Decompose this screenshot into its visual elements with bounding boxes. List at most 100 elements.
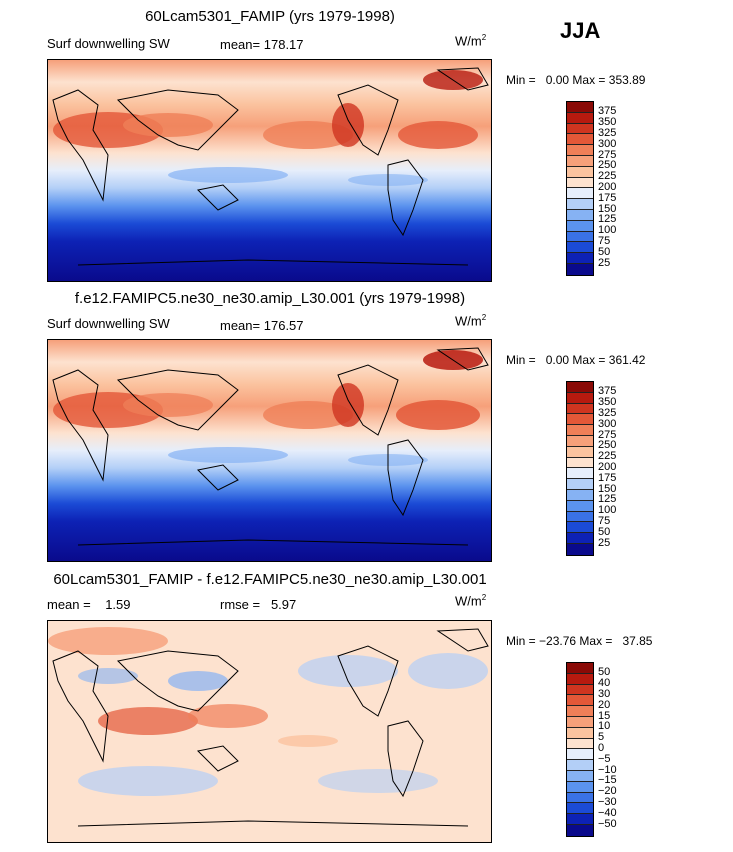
panel1-colorbar-swatch bbox=[567, 155, 593, 167]
panel2-units: W/m2 bbox=[455, 313, 486, 328]
panel2-colorbar bbox=[566, 381, 594, 556]
panel3-colorbar-tick-label: −5 bbox=[598, 752, 611, 765]
panel2-colorbar-tick-label: 75 bbox=[598, 514, 611, 527]
panel3-colorbar-tick-label: −20 bbox=[598, 785, 617, 798]
panel1-colorbar-swatch bbox=[567, 231, 593, 243]
panel1-colorbar-swatch bbox=[567, 134, 593, 146]
panel3-coastlines bbox=[52, 628, 489, 827]
panel1-colorbar-swatch bbox=[567, 263, 593, 275]
panel2-colorbar-swatch bbox=[567, 522, 593, 534]
panel2-colorbar-tick-label: 350 bbox=[598, 396, 617, 409]
panel3-colorbar-swatch bbox=[567, 792, 593, 804]
panel2-colorbar-swatch bbox=[567, 511, 593, 523]
panel3-min-key: Min = bbox=[506, 634, 536, 648]
panel1-colorbar-tick-label: 150 bbox=[598, 202, 617, 215]
panel1-colorbar-swatch bbox=[567, 220, 593, 232]
panel2-colorbar-tick-label: 100 bbox=[598, 504, 617, 517]
panel1-colorbar-swatch bbox=[567, 242, 593, 254]
panel2-colorbar-swatch bbox=[567, 533, 593, 544]
panel3-colorbar-tick-label: 50 bbox=[598, 666, 611, 679]
season-label: JJA bbox=[560, 18, 601, 43]
panel1-colorbar-tick-label: 325 bbox=[598, 126, 617, 139]
panel3-rmse-key: rmse = bbox=[220, 597, 261, 612]
panel2-colorbar-tick-label: 200 bbox=[598, 460, 617, 473]
panel2-min-value: 0.00 bbox=[545, 353, 570, 367]
panel2-mean-label: mean= 176.57 bbox=[220, 318, 304, 333]
panel2-colorbar-tick-label: 25 bbox=[598, 536, 611, 549]
panel1-colorbar-swatch bbox=[567, 177, 593, 189]
panel2-min-key: Min = bbox=[506, 353, 536, 367]
panel3-colorbar-swatch bbox=[567, 738, 593, 750]
panel3-units-sup: 2 bbox=[481, 593, 487, 602]
panel1-colorbar-tick-label: 375 bbox=[598, 105, 617, 118]
panel1-colorbar-swatch bbox=[567, 188, 593, 200]
panel3-colorbar-tick-label: −50 bbox=[598, 817, 617, 830]
panel2-colorbar-swatch bbox=[567, 479, 593, 490]
panel3-colorbar-swatch bbox=[567, 803, 593, 815]
panel1-colorbar-tick-label: 300 bbox=[598, 137, 617, 150]
panel1-colorbar-tick-label: 175 bbox=[598, 191, 617, 204]
panel3-colorbar-swatch bbox=[567, 727, 593, 739]
panel2-minmax: Min = 0.00 Max = 361.42 bbox=[506, 353, 645, 367]
panel1-colorbar-tick-label: 275 bbox=[598, 148, 617, 161]
panel3-max-key: Max = bbox=[579, 634, 613, 648]
panel2-units-sup: 2 bbox=[481, 313, 487, 322]
panel1-colorbar-tick-label: 200 bbox=[598, 180, 617, 193]
panel3-units-text: W/m bbox=[455, 593, 482, 609]
panel3-colorbar-tick-label: −40 bbox=[598, 806, 617, 819]
panel1-map bbox=[47, 59, 492, 282]
panel3-colorbar-swatch bbox=[567, 673, 593, 685]
panel2-units-text: W/m bbox=[455, 313, 482, 329]
panel2-colorbar-tick-label: 325 bbox=[598, 406, 617, 419]
panel1-max-key: Max = bbox=[572, 73, 606, 87]
panel3-colorbar-swatch bbox=[567, 824, 593, 836]
panel1-colorbar-swatch bbox=[567, 123, 593, 135]
panel3-colorbar-swatch bbox=[567, 814, 593, 825]
panel1-title: 60Lcam5301_FAMIP (yrs 1979-1998) bbox=[145, 8, 395, 25]
panel3-colorbar-tick-label: −15 bbox=[598, 774, 617, 787]
panel2-variable-label: Surf downwelling SW bbox=[47, 316, 170, 331]
panel2-mean-value: 176.57 bbox=[263, 318, 304, 333]
panel3-colorbar-swatch bbox=[567, 781, 593, 793]
panel2-colorbar-tick-label: 275 bbox=[598, 428, 617, 441]
panel2-title: f.e12.FAMIPC5.ne30_ne30.amip_L30.001 (yr… bbox=[74, 290, 466, 307]
panel3-colorbar-tick-label: 30 bbox=[598, 687, 611, 700]
panel3-colorbar-swatch bbox=[567, 663, 593, 674]
panel1-max-value: 353.89 bbox=[608, 73, 646, 87]
panel3-title: 60Lcam5301_FAMIP - f.e12.FAMIPC5.ne30_ne… bbox=[53, 571, 487, 588]
panel1-colorbar-tick-label: 250 bbox=[598, 159, 617, 172]
panel1-units: W/m2 bbox=[455, 33, 486, 48]
panel2-colorbar-tick-label: 175 bbox=[598, 471, 617, 484]
panel2-colorbar-tick-label: 150 bbox=[598, 482, 617, 495]
panel1-colorbar-swatch bbox=[567, 166, 593, 178]
panel3-mean-key: mean = bbox=[47, 597, 91, 612]
panel3-colorbar-tick-label: 15 bbox=[598, 709, 611, 722]
panel2-colorbar-swatch bbox=[567, 435, 593, 447]
panel2-colorbar-swatch bbox=[567, 468, 593, 480]
panel1-colorbar-tick-label: 100 bbox=[598, 224, 617, 237]
panel2-coastlines bbox=[52, 347, 489, 546]
panel3-mean-label: mean = 1.59 bbox=[47, 597, 131, 612]
panel1-colorbar-tick-label: 225 bbox=[598, 170, 617, 183]
panel2-colorbar-swatch bbox=[567, 403, 593, 415]
panel3-map bbox=[47, 620, 492, 843]
panel1-colorbar-tick-label: 25 bbox=[598, 256, 611, 269]
panel2-colorbar-swatch bbox=[567, 543, 593, 555]
panel3-colorbar-swatch bbox=[567, 716, 593, 728]
panel2-max-key: Max = bbox=[572, 353, 606, 367]
panel3-rmse-label: rmse = 5.97 bbox=[220, 597, 296, 612]
panel3-colorbar-swatch bbox=[567, 706, 593, 717]
panel1-colorbar bbox=[566, 101, 594, 276]
panel3-colorbar-tick-label: 10 bbox=[598, 720, 611, 733]
panel2-colorbar-swatch bbox=[567, 457, 593, 469]
panel2-map bbox=[47, 339, 492, 562]
panel1-colorbar-swatch bbox=[567, 145, 593, 156]
panel3-colorbar-tick-label: 40 bbox=[598, 677, 611, 690]
panel2-colorbar-tick-label: 250 bbox=[598, 439, 617, 452]
panel1-colorbar-swatch bbox=[567, 102, 593, 113]
panel1-colorbar-swatch bbox=[567, 112, 593, 124]
panel1-colorbar-tick-label: 50 bbox=[598, 245, 611, 258]
panel1-colorbar-tick-label: 125 bbox=[598, 213, 617, 226]
panel1-colorbar-swatch bbox=[567, 199, 593, 210]
panel3-colorbar-tick-label: −10 bbox=[598, 763, 617, 776]
